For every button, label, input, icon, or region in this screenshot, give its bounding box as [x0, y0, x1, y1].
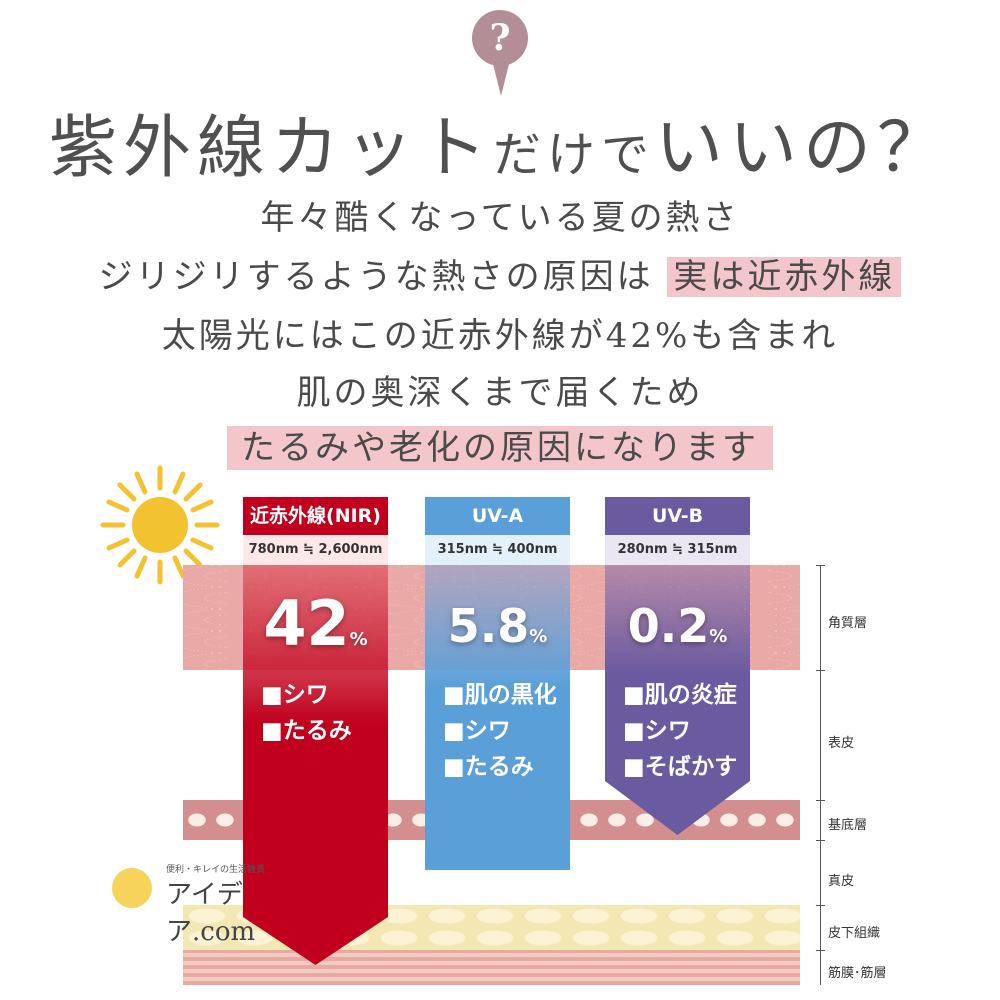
- logo-name: アイデア.com: [166, 880, 256, 947]
- percent-value: 5.8%: [447, 599, 548, 653]
- logo-shop-icon: [112, 868, 152, 908]
- layer-axis: [820, 565, 821, 985]
- body-line-2-text: ジリジリするような熱さの原因は: [98, 257, 654, 297]
- title-end: いいの？: [655, 109, 952, 188]
- brand-logo: 便利・キレイの生活雑貨 アイデア.com: [108, 860, 318, 947]
- question-bubble-icon: ?: [472, 10, 528, 66]
- layer-fascia: [183, 950, 800, 985]
- headline: 紫外線カットだけでいいの？: [0, 92, 1000, 191]
- logo-tagline: 便利・キレイの生活雑貨: [166, 865, 266, 875]
- label-fascia: 筋膜･筋層: [828, 966, 887, 981]
- column-uvb: UV-B 280nm ≒ 315nm 0.2% ■肌の炎症 ■シワ ■そばかす: [605, 497, 750, 835]
- tick: [816, 905, 825, 906]
- percent-value: 42%: [263, 587, 368, 660]
- title-main: 紫外線カット: [48, 109, 493, 188]
- label-stratum-corneum: 角質層: [828, 616, 868, 631]
- body-line-5: たるみや老化の原因になります: [0, 420, 1000, 470]
- penetration-arrow: [243, 565, 388, 965]
- label-subcutaneous: 皮下組織: [828, 926, 881, 941]
- penetration-bar: [425, 565, 570, 870]
- column-uva: UV-A 315nm ≒ 400nm 5.8% ■肌の黒化 ■シワ ■たるみ: [425, 497, 570, 870]
- tick: [816, 800, 825, 801]
- percent-value: 0.2%: [627, 599, 728, 653]
- bubble-tail: [492, 60, 510, 96]
- tick: [816, 950, 825, 951]
- body-line-3: 太陽光にはこの近赤外線が42%も含まれ: [161, 316, 839, 356]
- penetration-arrow: [605, 565, 750, 835]
- column-title: UV-B: [605, 497, 750, 535]
- wavelength-range: 780nm ≒ 2,600nm: [243, 535, 388, 565]
- column-title: 近赤外線(NIR): [243, 497, 388, 535]
- highlight-nir: 実は近赤外線: [667, 257, 902, 297]
- label-dermis: 真皮: [828, 874, 855, 889]
- body-line-1: 年々酷くなっている夏の熱さ: [260, 198, 740, 238]
- column-title: UV-A: [425, 497, 570, 535]
- body-line-2: ジリジリするような熱さの原因は 実は近赤外線: [0, 249, 1000, 298]
- label-epidermis: 表皮: [828, 736, 855, 751]
- body-line-4: 肌の奥深くまで届くため: [296, 373, 704, 413]
- wavelength-range: 315nm ≒ 400nm: [425, 535, 570, 565]
- column-nir: 近赤外線(NIR) 780nm ≒ 2,600nm 42% ■シワ ■たるみ: [243, 497, 388, 965]
- tick: [816, 565, 825, 566]
- sun-icon: [100, 465, 220, 585]
- tick: [816, 670, 825, 671]
- effects-list: ■シワ ■たるみ: [261, 682, 352, 744]
- effects-list: ■肌の炎症 ■シワ ■そばかす: [623, 682, 738, 780]
- tick: [816, 840, 825, 841]
- title-small: だけで: [492, 127, 655, 183]
- wavelength-range: 280nm ≒ 315nm: [605, 535, 750, 565]
- highlight-aging: たるみや老化の原因になります: [227, 426, 773, 470]
- label-basal: 基底層: [828, 818, 868, 833]
- effects-list: ■肌の黒化 ■シワ ■たるみ: [443, 682, 557, 780]
